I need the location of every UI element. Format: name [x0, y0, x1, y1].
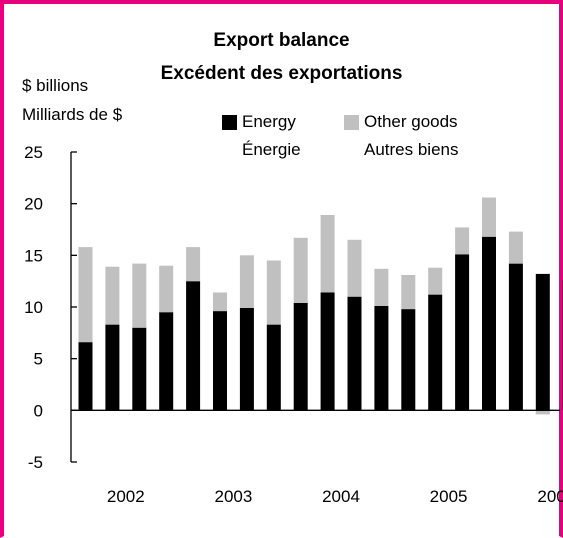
bar-other-goods — [401, 275, 416, 310]
y-tick-label: 15 — [24, 246, 43, 265]
bar-other-goods — [105, 266, 120, 325]
bar-other-goods — [239, 255, 254, 308]
bar-energy — [535, 273, 550, 411]
bar-other-goods — [535, 410, 550, 415]
bar-energy — [186, 281, 201, 411]
y-tick-label: 5 — [34, 350, 43, 369]
legend-label-energy-fr: Énergie — [242, 140, 301, 159]
bar-other-goods — [78, 247, 93, 343]
bar-energy — [482, 236, 496, 411]
y-tick-label: 0 — [34, 401, 43, 420]
x-tick-label: 2006 — [537, 487, 563, 506]
bar-energy — [213, 311, 227, 411]
bar-other-goods — [132, 263, 147, 328]
bar-energy — [347, 296, 362, 411]
bar-energy — [293, 302, 308, 411]
bar-energy — [428, 294, 443, 411]
x-tick-label: 2005 — [430, 487, 468, 506]
chart-title: Export balance — [213, 30, 350, 51]
bar-other-goods — [320, 215, 335, 293]
bar-energy — [508, 263, 523, 411]
x-tick-label: 2003 — [214, 487, 252, 506]
legend-label-energy: Energy — [242, 112, 296, 131]
bar-other-goods — [347, 239, 362, 297]
bar-other-goods — [428, 267, 443, 295]
bar-other-goods — [159, 265, 174, 313]
legend-swatch-other-goods — [344, 115, 359, 130]
bar-energy — [78, 342, 93, 411]
bar-energy — [105, 324, 120, 411]
bar-energy — [455, 254, 470, 411]
legend-label-other-goods: Other goods — [364, 112, 458, 131]
legend-label-other-goods-fr: Autres biens — [364, 140, 459, 159]
bar-energy — [374, 306, 389, 411]
y-tick-label: 10 — [24, 298, 43, 317]
bar-other-goods — [482, 197, 496, 237]
bar-energy — [132, 327, 147, 411]
x-tick-label: 2002 — [107, 487, 145, 506]
bar-other-goods — [508, 231, 523, 264]
bar-energy — [159, 312, 174, 411]
bar-other-goods — [293, 237, 308, 303]
y-axis-label-fr: Milliards de $ — [22, 105, 123, 124]
bar-other-goods — [374, 268, 389, 306]
bar-energy — [239, 308, 254, 411]
bar-other-goods — [455, 227, 470, 255]
y-tick-label: -5 — [28, 453, 43, 472]
bar-other-goods — [266, 260, 281, 325]
bar-other-goods — [186, 247, 201, 282]
bar-energy — [266, 324, 281, 411]
y-tick-label: 20 — [24, 195, 43, 214]
y-tick-label: 25 — [24, 143, 43, 162]
bar-other-goods — [213, 292, 227, 312]
x-tick-label: 2004 — [322, 487, 360, 506]
bar-energy — [401, 309, 416, 411]
legend-swatch-energy — [222, 115, 237, 130]
bar-energy — [320, 292, 335, 411]
y-axis-label-en: $ billions — [22, 76, 89, 95]
chart-subtitle: Excédent des exportations — [160, 63, 403, 84]
